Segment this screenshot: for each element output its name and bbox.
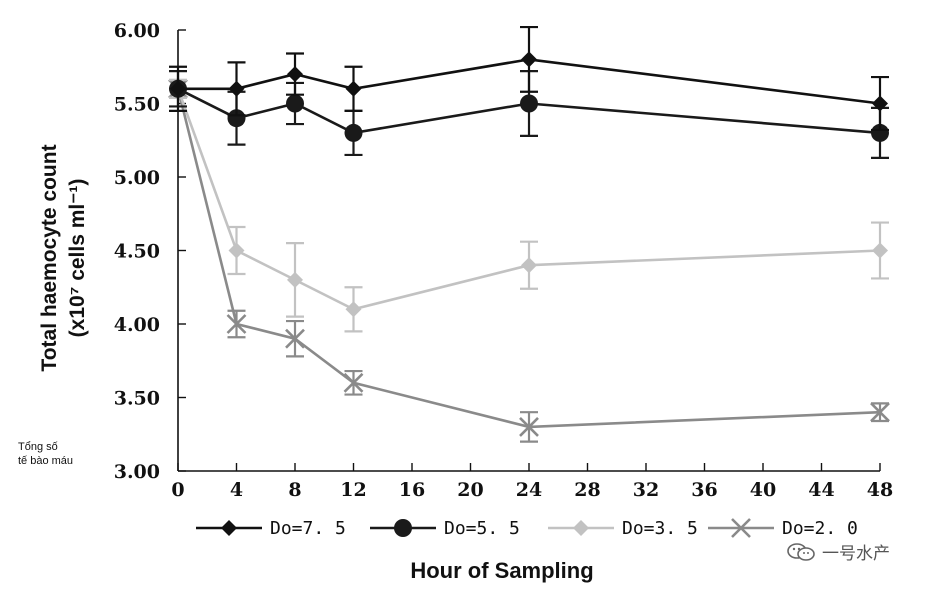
- legend-item: Do=7. 5: [196, 518, 346, 539]
- x-tick-label: 48: [867, 479, 893, 501]
- y-tick-label: 4.00: [114, 314, 160, 336]
- legend: Do=7. 5 Do=5. 5 Do=3. 5 Do=2. 0: [196, 518, 858, 539]
- cross-stroke: [519, 416, 539, 437]
- data-point: [345, 80, 362, 97]
- legend-item: Do=3. 5: [548, 518, 698, 539]
- data-point: [872, 242, 888, 259]
- x-axis-label: Hour of Sampling: [410, 558, 593, 583]
- data-point: [228, 80, 245, 97]
- watermark-text: 一号水产: [822, 544, 890, 564]
- y-tick-label: 3.00: [114, 461, 160, 483]
- x-tick-label: 28: [574, 479, 600, 501]
- series-line: [177, 87, 881, 135]
- x-tick-label: 32: [633, 479, 659, 501]
- x-tick-labels: 0 4 8 12 16 20 24 28 32 36 40 44 48: [171, 479, 893, 501]
- x-tick-label: 0: [171, 479, 184, 501]
- data-point: [287, 66, 303, 83]
- x-tick-label: 44: [808, 479, 834, 501]
- cross-stroke: [731, 518, 751, 538]
- data-point: [871, 123, 889, 142]
- cross-stroke: [285, 328, 305, 349]
- data-point: [343, 372, 364, 393]
- series-line: [178, 58, 881, 105]
- x-tick-label: 12: [340, 479, 366, 501]
- data-point: [226, 314, 247, 334]
- y-tick-label: 5.00: [114, 167, 160, 189]
- data-point: [286, 94, 304, 113]
- legend-label: Do=2. 0: [782, 518, 858, 539]
- series-line: [176, 88, 881, 311]
- legend-item: Do=2. 0: [708, 518, 858, 539]
- y-tick-label: 6.00: [114, 20, 160, 42]
- data-point: [520, 94, 538, 113]
- data-point: [872, 95, 888, 112]
- y-tick-label: 5.50: [114, 94, 160, 116]
- data-point: [227, 109, 246, 128]
- x-tick-label: 8: [288, 479, 301, 501]
- data-point: [345, 301, 362, 318]
- data-point: [287, 271, 303, 288]
- legend-marker: [573, 520, 589, 536]
- x-tick-label: 40: [750, 479, 776, 501]
- legend-marker: [394, 519, 412, 537]
- side-note: Tổng số tế bào máu: [18, 440, 73, 468]
- data-point: [285, 328, 305, 349]
- data-point: [870, 402, 890, 423]
- series-line: [176, 88, 881, 429]
- legend-label: Do=5. 5: [444, 518, 520, 539]
- x-tick-label: 16: [399, 479, 425, 501]
- side-note-line2: tế bào máu: [18, 455, 74, 467]
- series-do35: [169, 78, 889, 333]
- cross-stroke: [226, 314, 247, 334]
- y-tick-labels: 3.00 3.50 4.00 4.50 5.00 5.50 6.00: [114, 20, 160, 483]
- x-tick-label: 24: [516, 479, 542, 501]
- cross-stroke: [343, 372, 364, 393]
- y-tick-label: 3.50: [114, 388, 160, 410]
- x-tick-label: 20: [457, 479, 483, 501]
- data-point: [228, 242, 245, 259]
- legend-label: Do=7. 5: [270, 518, 346, 539]
- wechat-icon: [787, 542, 815, 561]
- y-axis-label-line1: Total haemocyte count: [38, 144, 61, 371]
- y-axis-label-line2: (x10⁷ cells ml⁻¹): [66, 179, 89, 338]
- plot-area: [168, 25, 890, 443]
- x-tick-label: 4: [230, 479, 243, 501]
- side-note-line1: Tổng số: [18, 441, 58, 453]
- cross-stroke: [870, 402, 890, 423]
- data-point: [344, 123, 363, 142]
- legend-item: Do=5. 5: [370, 518, 520, 539]
- legend-label: Do=3. 5: [622, 518, 698, 539]
- data-point: [170, 80, 186, 97]
- legend-marker: [731, 518, 751, 538]
- watermark: 一号水产: [786, 539, 890, 564]
- data-point: [519, 416, 539, 437]
- x-tick-label: 36: [691, 479, 717, 501]
- data-point: [521, 51, 537, 68]
- series-do75: [169, 25, 889, 132]
- y-tick-label: 4.50: [114, 241, 160, 263]
- legend-marker: [221, 520, 237, 536]
- data-point: [521, 257, 537, 274]
